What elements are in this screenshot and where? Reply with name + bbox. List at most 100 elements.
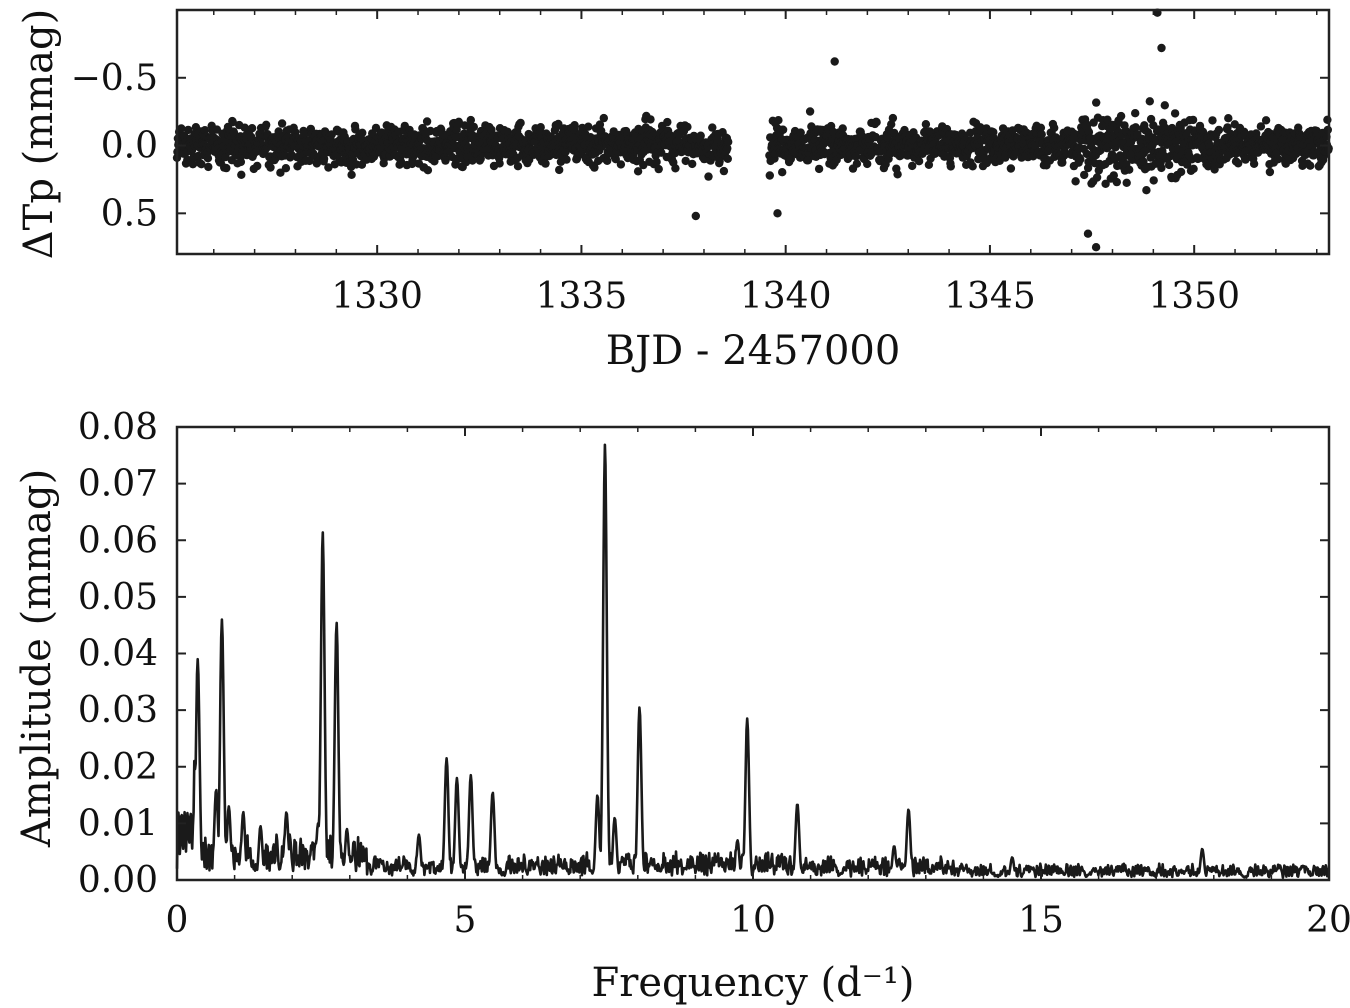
periodogram-ytick-label: 0.03 bbox=[78, 690, 158, 731]
light-curve-point bbox=[796, 128, 805, 137]
periodogram-xtick-label: 20 bbox=[1306, 900, 1350, 941]
light-curve-point bbox=[541, 159, 550, 168]
light-curve-ylabel: ΔTp (mmag) bbox=[16, 9, 62, 259]
light-curve-point bbox=[1273, 155, 1283, 164]
light-curve-point bbox=[900, 125, 909, 135]
light-curve-point bbox=[1142, 186, 1151, 195]
light-curve-point bbox=[319, 154, 329, 163]
periodogram-xtick-label: 10 bbox=[730, 900, 776, 941]
periodogram-ytick-label: 0.00 bbox=[78, 860, 158, 901]
light-curve-point bbox=[633, 167, 643, 176]
light-curve-point bbox=[778, 168, 787, 177]
light-curve-point bbox=[1116, 111, 1126, 121]
light-curve-point bbox=[774, 116, 783, 125]
light-curve-point bbox=[595, 120, 605, 129]
light-curve-point bbox=[188, 160, 198, 169]
light-curve-xtick-label: 1345 bbox=[944, 276, 1036, 317]
light-curve-point bbox=[262, 120, 271, 129]
light-curve-point bbox=[908, 161, 917, 171]
light-curve-point bbox=[468, 156, 477, 165]
periodogram-ytick-label: 0.07 bbox=[78, 464, 158, 505]
periodogram-frame bbox=[175, 425, 1331, 882]
light-curve-point bbox=[688, 159, 697, 169]
light-curve-point bbox=[1164, 160, 1174, 170]
periodogram-panel: 0 5 10 15 20 0.00 0.01 0.02 0.03 0.04 0.05 0.06 0.07… bbox=[14, 407, 1350, 1006]
light-curve-point bbox=[924, 160, 934, 169]
light-curve-outlier-point bbox=[1083, 229, 1093, 238]
light-curve-point bbox=[921, 120, 931, 129]
light-curve-point bbox=[851, 152, 861, 161]
light-curve-frame bbox=[175, 8, 1331, 256]
light-curve-point bbox=[616, 160, 626, 169]
light-curve-outlier-point bbox=[691, 211, 700, 221]
light-curve-point bbox=[1070, 129, 1079, 139]
light-curve-point bbox=[652, 157, 661, 167]
light-curve-point bbox=[1160, 101, 1170, 110]
light-curve-point bbox=[487, 125, 496, 134]
light-curve-point bbox=[1256, 122, 1266, 131]
light-curve-point bbox=[1109, 171, 1119, 180]
light-curve-ticks: 1330 1335 1340 1345 1350 −0.5 0.0 0.5 bbox=[71, 10, 1329, 317]
light-curve-point bbox=[1076, 155, 1085, 164]
light-curve-point bbox=[803, 156, 813, 165]
light-curve-outlier-point bbox=[830, 57, 839, 66]
light-curve-point bbox=[466, 115, 475, 125]
light-curve-point bbox=[1223, 123, 1232, 132]
light-curve-point bbox=[603, 156, 612, 165]
light-curve-point bbox=[786, 154, 795, 164]
light-curve-point bbox=[1131, 123, 1140, 132]
light-curve-point bbox=[495, 159, 504, 168]
light-curve-point bbox=[358, 128, 367, 137]
light-curve-point bbox=[778, 125, 788, 134]
light-curve-point bbox=[1306, 161, 1315, 170]
light-curve-point bbox=[1006, 164, 1016, 173]
light-curve-point bbox=[324, 163, 333, 172]
light-curve-point bbox=[914, 157, 924, 166]
light-curve-point bbox=[222, 163, 231, 173]
light-curve-point bbox=[852, 159, 862, 168]
light-curve-point bbox=[888, 113, 898, 123]
light-curve-point bbox=[422, 117, 432, 126]
light-curve-point bbox=[253, 161, 262, 171]
light-curve-point bbox=[554, 119, 563, 129]
light-curve-point bbox=[516, 118, 525, 128]
light-curve-point bbox=[723, 154, 732, 163]
periodogram-xtick-label: 5 bbox=[454, 900, 477, 941]
light-curve-ytick-label: 0.5 bbox=[101, 193, 158, 234]
light-curve-point bbox=[838, 124, 847, 133]
light-curve-point bbox=[562, 155, 571, 164]
light-curve-outlier-point bbox=[773, 209, 782, 218]
light-curve-point bbox=[247, 124, 257, 133]
light-curve-point bbox=[277, 119, 287, 128]
light-curve-point bbox=[1249, 159, 1259, 168]
light-curve-point bbox=[469, 122, 478, 132]
light-curve-point bbox=[441, 156, 450, 165]
light-curve-point bbox=[1189, 164, 1198, 173]
light-curve-point bbox=[646, 115, 655, 124]
light-curve-point bbox=[1176, 167, 1186, 177]
light-curve-point bbox=[1188, 115, 1198, 125]
periodogram-line bbox=[175, 443, 1330, 879]
light-curve-point bbox=[204, 162, 213, 172]
light-curve-point bbox=[347, 170, 356, 179]
periodogram-xlabel: Frequency (d⁻¹) bbox=[591, 960, 914, 1006]
light-curve-point bbox=[654, 164, 663, 174]
light-curve-point bbox=[599, 113, 608, 123]
light-curve-point bbox=[570, 121, 579, 130]
light-curve-outlier-point bbox=[1157, 43, 1166, 53]
light-curve-point bbox=[536, 123, 545, 132]
light-curve-ytick-label: −0.5 bbox=[71, 58, 158, 99]
light-curve-point bbox=[1241, 155, 1250, 164]
light-curve-point bbox=[1058, 158, 1067, 167]
light-curve-point bbox=[177, 124, 186, 133]
periodogram-xtick-label: 0 bbox=[166, 900, 189, 941]
light-curve-xtick-label: 1330 bbox=[331, 276, 423, 317]
light-curve-point bbox=[872, 118, 881, 127]
light-curve-point bbox=[423, 166, 433, 175]
light-curve-point bbox=[1101, 179, 1110, 188]
light-curve-point bbox=[1157, 163, 1166, 173]
light-curve-xtick-label: 1335 bbox=[536, 276, 628, 317]
light-curve-point bbox=[203, 154, 213, 163]
light-curve-point bbox=[719, 166, 729, 176]
light-curve-points bbox=[172, 8, 1333, 252]
